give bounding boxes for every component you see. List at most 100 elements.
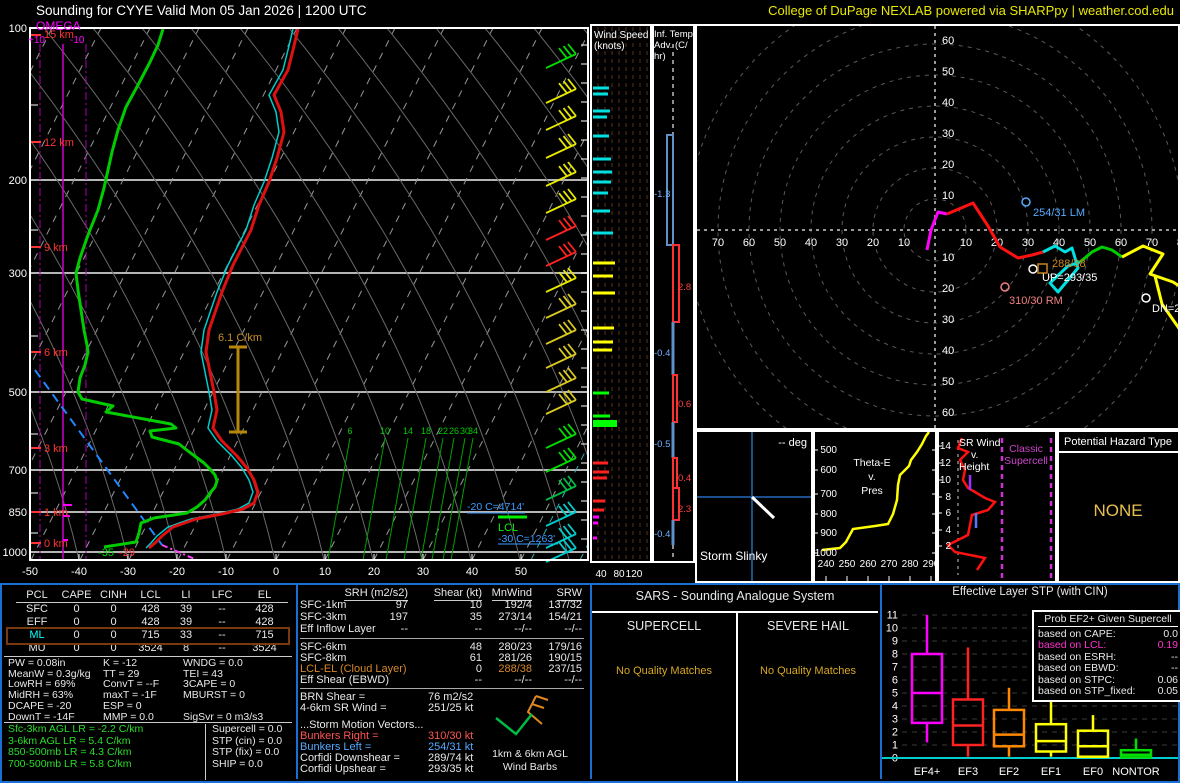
temperature-profile [148, 29, 300, 550]
sars-supercell-result: No Quality Matches [616, 665, 712, 677]
left-mover-label: 254/31 LM [1033, 207, 1085, 219]
hodo-ring-label: 60 [942, 35, 954, 47]
sr-wind-height-label: 2 [945, 541, 951, 552]
cell: 33 [179, 629, 193, 641]
index-value: SigSvr = 0 m3/s3 [183, 710, 264, 723]
height-label: 1 km [44, 507, 68, 519]
pressure-label: 200 [9, 175, 27, 187]
thetae-axis-label: 250 [839, 559, 856, 570]
mixing-ratio-label: 30 [460, 426, 470, 436]
hodo-ring-label: 40 [942, 97, 954, 109]
table-row: SFC-3km 197 35 273/14 154/21 [300, 612, 584, 623]
sr-wind-axis-labels: 14 12 10 8 6 4 2 [937, 441, 951, 552]
sars-hail-result: No Quality Matches [760, 665, 856, 677]
thetae-pressure-label: 500 [820, 445, 837, 456]
barb-tick [535, 695, 549, 701]
label: based on STPC: [1038, 673, 1116, 686]
parcel-row-sfc[interactable]: SFC 0 0 428 39 -- 428 [16, 603, 288, 616]
parcel-row-mu[interactable]: MU 0 0 3524 8 -- 3524 [16, 642, 288, 655]
cell: 428 [255, 616, 274, 628]
prob-row-lcl: based on LCL: 0.19 [1038, 639, 1178, 652]
value: 293/35 kt [428, 763, 474, 775]
lapse-rate-value: 700-500mb LR = 5.8 C/km [8, 757, 132, 770]
nexlab-brand[interactable]: College of DuPage NEXLAB powered via SHA… [768, 3, 1174, 18]
prob-row: based on CAPE: 0.0 [1038, 628, 1178, 640]
label: Bunkers Right = [300, 730, 379, 742]
lapse-rate-bracket [229, 345, 247, 434]
parcel-trace-extension [161, 544, 198, 559]
kinematics-table[interactable]: SRH (m2/s2) Shear (kt) MnWind SRW SFC-1k… [300, 588, 584, 783]
trace-9-12km [925, 210, 948, 251]
cell: 428 [255, 603, 274, 615]
down-motion-marker [1141, 293, 1151, 303]
barb-6km-icon [526, 695, 543, 725]
stp-ytick: 11 [887, 610, 898, 622]
hodo-ring-label: 20 [942, 283, 954, 295]
down-motion-label: DN=2 [1152, 303, 1180, 315]
parcel-name[interactable]: EFF [26, 616, 48, 628]
dewpoint-profile [74, 29, 219, 549]
label: Corfidi Upshear = [300, 763, 386, 775]
parcel-row-ml-selected[interactable]: ML 0 0 715 33 -- 715 [16, 629, 288, 642]
thetae-frame [813, 430, 937, 583]
stp-category-label: EF3 [958, 766, 978, 778]
skewt-diagram[interactable]: 100 200 300 500 700 850 1000 -50 -40 -30 -20 -10 0 10… [0, 0, 695, 583]
label: based on LCL: [1038, 639, 1107, 652]
hodograph[interactable]: 10 20 30 40 50 60 10 20 30 40 50 60 70 60 50 40 30 20 10 10… [695, 24, 1180, 430]
index-value: TT = 29 [103, 667, 140, 680]
index-value: MBURST = 0 [183, 689, 245, 702]
cell: 0 [73, 629, 80, 641]
barbs-caption-1: 1km & 6km AGL [492, 748, 568, 760]
brn-shear-row: BRN Shear = 76 m2/s2 [300, 692, 584, 703]
sars-panel[interactable]: SARS - Sounding Analogue System SUPERCEL… [592, 585, 878, 781]
sr-wind-panel: 14 12 10 8 6 4 2 SR Wind v. Height Classic Sup… [937, 430, 1057, 583]
mixing-ratio-label: 6 [347, 426, 352, 436]
stp-category-label: EF2 [999, 766, 1019, 778]
parcel-name[interactable]: MU [28, 642, 46, 654]
right-mover-label: 310/30 RM [1009, 295, 1063, 307]
lapse-rates: Sfc-3km AGL LR = -2.2 C/km 3-6km AGL LR … [8, 723, 143, 770]
parcel-name[interactable]: ML [29, 629, 45, 641]
hodo-axis-label: 50 [1084, 237, 1096, 249]
lapse-rate-value: 850-500mb LR = 4.3 C/km [8, 746, 132, 759]
hodo-axis-label: 60 [743, 237, 755, 249]
hodo-axis-label: 70 [712, 237, 724, 249]
col-header: LFC [211, 589, 233, 601]
separator [300, 688, 584, 689]
parcel-row-eff[interactable]: EFF 0 0 428 39 -- 428 [16, 616, 288, 629]
pressure-label: 850 [9, 507, 27, 519]
cell: 3524 [252, 642, 277, 654]
hodo-axis-label: 20 [867, 237, 879, 249]
value: -- [1171, 662, 1178, 675]
value: 251/25 kt [428, 702, 474, 714]
temp-advection-title-2: Adv. (C/ [654, 40, 688, 51]
hodo-ring-label: 60 [942, 407, 954, 419]
hodo-axis-label: 10 [960, 237, 972, 249]
cell: 137/32 [548, 599, 582, 611]
stp-ytick: 10 [886, 623, 898, 635]
index-value: PW = 0.08in [8, 657, 66, 669]
cell: 61 [469, 652, 482, 664]
sr-wind-title-2: v. [971, 449, 978, 461]
sr-wind-height-label: 4 [945, 525, 951, 536]
cell: 288/38 [498, 663, 532, 675]
hodo-axis-label: 40 [805, 237, 817, 249]
skewt-axis-labels: 100 200 300 500 700 850 1000 -50 -40 -30 -20 -10 0 10… [3, 23, 528, 578]
thetae-pressure-label: 800 [820, 509, 837, 520]
cell: -- [218, 603, 226, 615]
sr-wind-height-label: 8 [945, 492, 951, 503]
temp-advection-panel: -1.32.8-0.40.6-0.50.42.3-0.4 Inf. Temp. … [652, 24, 695, 563]
wind-speed-panel: 40 80 120 Wind Speed (knots) [590, 24, 652, 580]
parcel-name[interactable]: SFC [26, 603, 48, 615]
lapse-rate-note: 6.1 C/km [218, 332, 262, 344]
kinematics-header: SRH (m2/s2) Shear (kt) MnWind SRW [300, 588, 584, 601]
pressure-label: 500 [9, 387, 27, 399]
cell: 154/21 [548, 611, 582, 623]
wind-speed-title: Wind Speed [594, 30, 648, 41]
label: Bunkers Left = [300, 741, 372, 753]
pressure-label: 100 [9, 23, 27, 35]
sr-wind-frame [937, 430, 1057, 583]
cell: 8 [182, 642, 190, 654]
up-motion-label: UP=293/35 [1042, 272, 1097, 284]
temperature-axis-label: 50 [515, 566, 527, 578]
